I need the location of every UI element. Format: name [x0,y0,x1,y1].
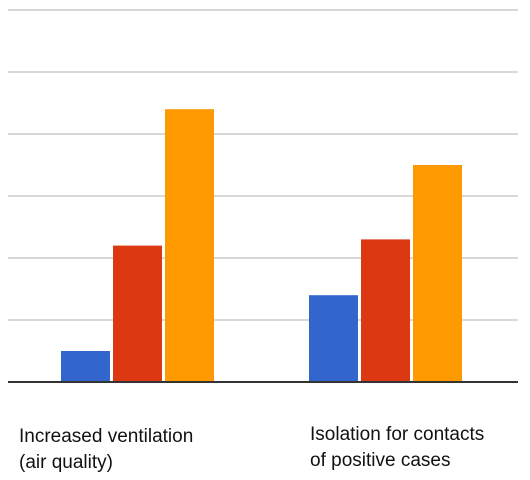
bar-cat0-series0 [61,351,110,382]
category-label-increased-ventilation: Increased ventilation (air quality) [19,426,194,473]
category-label-isolation-for-contacts: Isolation for contacts of positive cases [310,424,485,471]
bar-cat1-series1 [361,239,410,382]
bar-cat0-series1 [113,245,162,382]
bar-cat1-series0 [309,295,358,382]
bar-cat1-series2 [413,165,462,382]
bars [61,109,462,382]
bar-cat0-series2 [165,109,214,382]
